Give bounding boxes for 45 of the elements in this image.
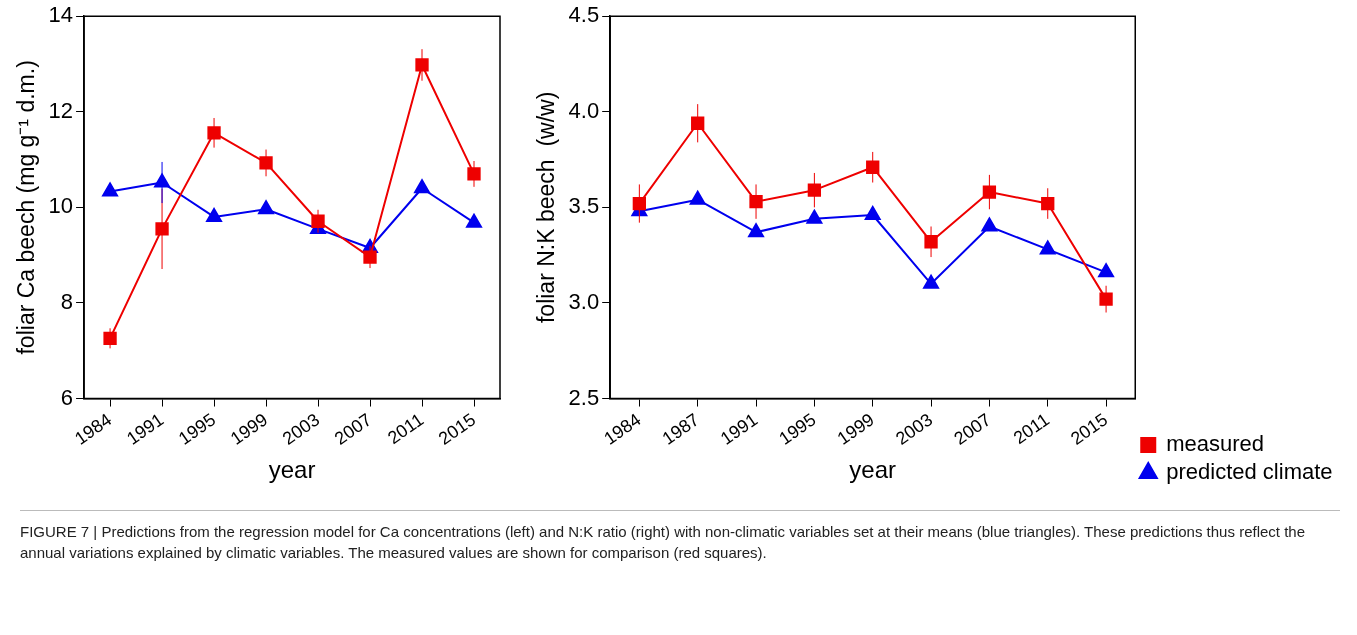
y-axis-title: foliar Ca beech (mg g⁻¹ d.m.): [13, 60, 40, 355]
legend-label: measured: [1166, 431, 1265, 457]
point: [1098, 263, 1115, 278]
point: [466, 213, 482, 228]
point: [981, 217, 998, 232]
y-tick-label: 3.5: [568, 193, 600, 219]
y-tick-label: 4.5: [568, 2, 600, 28]
point: [207, 126, 221, 140]
point: [806, 209, 823, 224]
y-tick-label: 6: [60, 384, 74, 410]
y-tick-label: 3.0: [568, 289, 600, 315]
point: [689, 190, 706, 205]
point: [414, 179, 430, 194]
y-tick-label: 8: [60, 289, 74, 315]
y-tick-label: 4.0: [568, 97, 600, 123]
x-tick-label: 2011: [384, 409, 428, 448]
y-tick-label: 2.5: [568, 384, 600, 410]
point: [1039, 240, 1056, 255]
point: [1041, 196, 1055, 211]
point: [467, 167, 481, 181]
point: [259, 156, 273, 170]
point: [415, 58, 429, 72]
point: [311, 214, 325, 228]
point: [866, 160, 880, 174]
y-tick-label: 14: [48, 2, 74, 28]
x-tick-label: 2011: [1009, 409, 1053, 448]
point: [864, 206, 881, 221]
point: [923, 274, 939, 289]
point: [982, 185, 997, 199]
y-axis-title: foliar N:K beech (w/w): [533, 91, 560, 324]
point: [206, 207, 222, 222]
point: [691, 116, 705, 130]
x-axis-title: year: [849, 456, 897, 484]
point: [632, 196, 647, 211]
point: [258, 200, 274, 215]
legend-label: predicted climate: [1166, 459, 1333, 485]
y-tick-label: 10: [48, 193, 74, 219]
point: [924, 235, 938, 249]
y-tick-label: 12: [48, 97, 74, 123]
point: [748, 223, 764, 238]
point: [749, 194, 763, 209]
caption: FIGURE 7 | Predictions from the regression model for Ca concentrations (left) and N:K ratio (right) with non-climatic variables set at their means (blue triangles). These predictions thus reflect the annual variations explained by climatic variables. The measured values are shown for comparison (red squares).: [20, 510, 1340, 563]
x-axis-title: year: [268, 456, 316, 484]
point: [102, 182, 118, 197]
point: [807, 183, 822, 197]
